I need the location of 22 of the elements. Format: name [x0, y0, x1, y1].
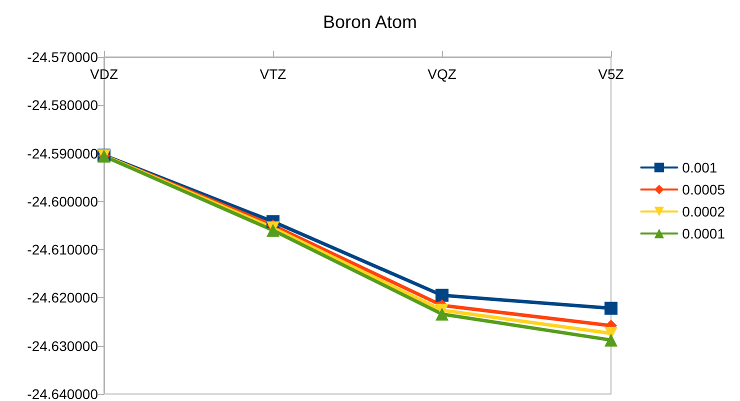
y-tick-label: -24.620000	[27, 290, 98, 306]
chart-title: Boron Atom	[322, 12, 418, 32]
y-tick-label: -24.580000	[27, 97, 98, 114]
y-tick-label: -24.600000	[27, 193, 98, 210]
point	[604, 334, 618, 347]
y-tick-label: -24.610000	[27, 242, 98, 258]
y-tick-label: -24.640000	[27, 386, 98, 401]
y-tick-label: -24.630000	[27, 338, 98, 354]
legend-label: 0.001	[682, 160, 718, 176]
point	[436, 308, 448, 321]
legend-label: 0.0002	[682, 204, 726, 220]
y-tick-label: -24.590000	[27, 145, 98, 162]
x-tick-label: VTZ	[260, 66, 287, 82]
y-tick-label: -24.570000	[27, 49, 98, 65]
point	[604, 302, 618, 315]
x-tick-label: VQZ	[428, 66, 457, 82]
x-tick-label: V5Z	[598, 66, 624, 82]
legend-label: 0.0001	[682, 226, 726, 242]
point	[266, 224, 280, 237]
point	[436, 288, 448, 302]
x-tick-label: VDZ	[90, 66, 118, 82]
legend-label: 0.0005	[682, 182, 726, 198]
